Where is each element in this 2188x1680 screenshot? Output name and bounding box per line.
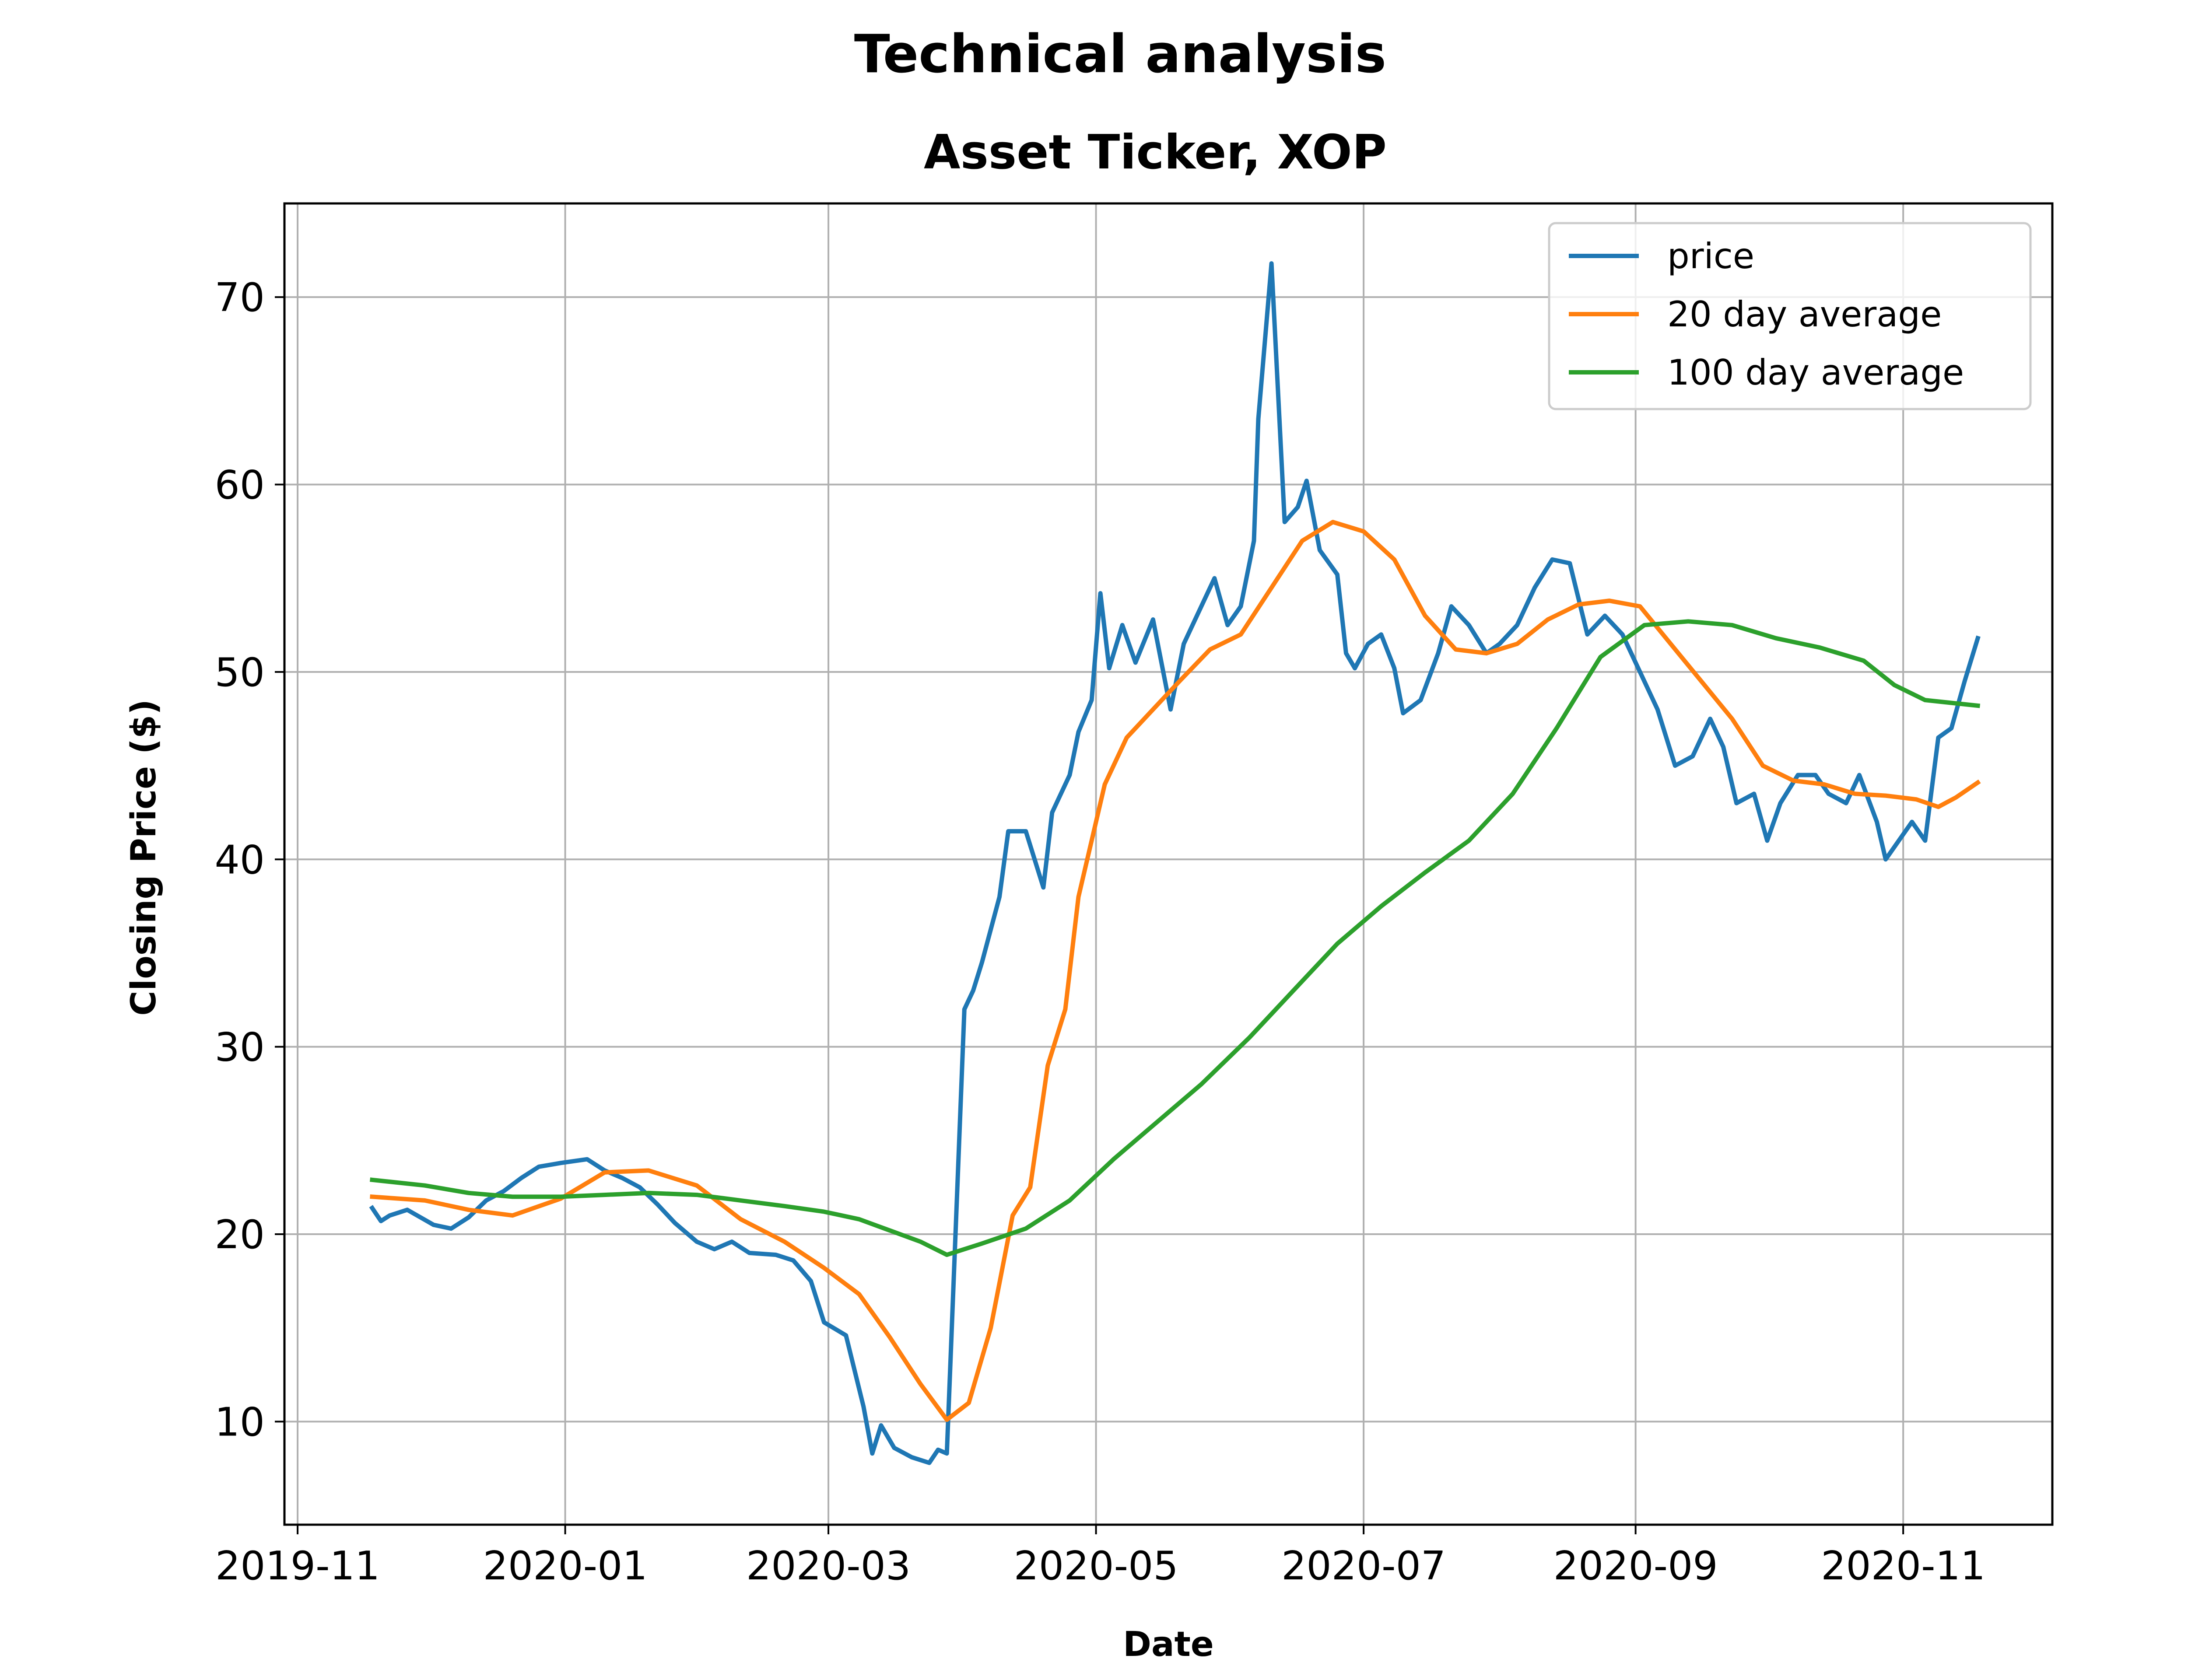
- y-axis-ticks: 10 20 30 40 50 60 70: [214, 275, 284, 1445]
- legend-label: 100 day average: [1667, 352, 1964, 393]
- y-tick-label: 20: [214, 1212, 265, 1258]
- y-tick-label: 70: [214, 275, 265, 321]
- y-axis-label: Closing Price ($): [124, 699, 164, 1015]
- x-tick-label: 2020-09: [1553, 1543, 1718, 1589]
- x-tick-label: 2020-01: [483, 1543, 648, 1589]
- chart-title: Technical analysis: [854, 24, 1386, 85]
- legend-label: 20 day average: [1667, 294, 1942, 335]
- y-tick-label: 30: [214, 1025, 265, 1071]
- series-line-100-day-average: [369, 619, 1981, 1257]
- y-tick-label: 60: [214, 462, 265, 508]
- series-line-20-day-average: [370, 520, 1981, 1422]
- x-axis-label: Date: [1123, 1625, 1214, 1664]
- x-tick-label: 2019-11: [215, 1543, 380, 1589]
- series-line-price: [369, 261, 1981, 1465]
- x-tick-label: 2020-05: [1014, 1543, 1178, 1589]
- legend-label: price: [1667, 236, 1754, 276]
- y-tick-label: 10: [214, 1399, 265, 1445]
- x-tick-label: 2020-11: [1821, 1543, 1985, 1589]
- x-tick-label: 2020-03: [746, 1543, 911, 1589]
- y-tick-label: 40: [214, 837, 265, 883]
- chart-subtitle: Asset Ticker, XOP: [924, 125, 1387, 180]
- legend: price 20 day average 100 day average: [1548, 222, 2032, 410]
- plot-frame: [283, 202, 2054, 1526]
- x-tick-label: 2020-07: [1281, 1543, 1446, 1589]
- series-lines: [369, 261, 1981, 1465]
- legend-box: [1548, 222, 2032, 410]
- y-tick-label: 50: [214, 650, 265, 696]
- x-axis-ticks: 2019-11 2020-01 2020-03 2020-05 2020-07 2020-…: [215, 1525, 1985, 1589]
